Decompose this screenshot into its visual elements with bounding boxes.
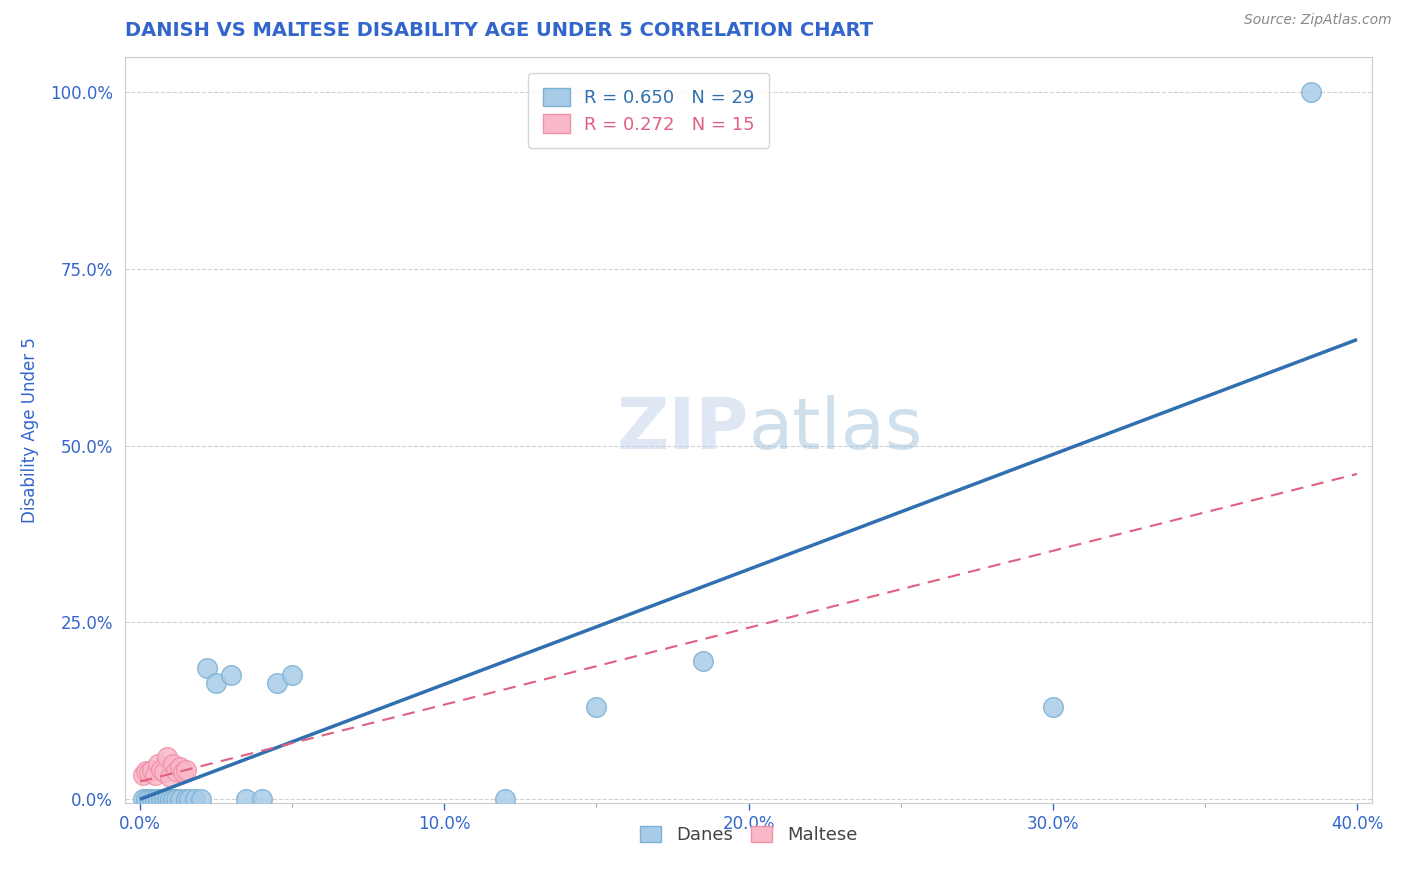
Point bbox=[150, 763, 173, 777]
Text: atlas: atlas bbox=[748, 395, 922, 464]
Point bbox=[174, 763, 197, 777]
Point bbox=[169, 760, 191, 774]
Legend: R = 0.650   N = 29, R = 0.272   N = 15: R = 0.650 N = 29, R = 0.272 N = 15 bbox=[529, 73, 769, 148]
Text: Source: ZipAtlas.com: Source: ZipAtlas.com bbox=[1244, 13, 1392, 28]
Point bbox=[138, 765, 160, 780]
Point bbox=[1301, 85, 1323, 99]
Point bbox=[153, 792, 176, 806]
Point bbox=[692, 654, 714, 668]
Point bbox=[177, 792, 200, 806]
Point bbox=[156, 792, 179, 806]
Text: DANISH VS MALTESE DISABILITY AGE UNDER 5 CORRELATION CHART: DANISH VS MALTESE DISABILITY AGE UNDER 5… bbox=[125, 21, 873, 40]
Point bbox=[219, 668, 242, 682]
Point bbox=[162, 792, 184, 806]
Point bbox=[250, 792, 273, 806]
Point bbox=[205, 675, 228, 690]
Point bbox=[153, 765, 176, 780]
Text: ZIP: ZIP bbox=[616, 395, 748, 464]
Point bbox=[135, 764, 157, 778]
Point bbox=[138, 792, 160, 806]
Point bbox=[162, 756, 184, 771]
Point bbox=[148, 756, 170, 771]
Point bbox=[281, 668, 304, 682]
Point bbox=[132, 767, 155, 781]
Point bbox=[148, 792, 170, 806]
Point bbox=[174, 792, 197, 806]
Point bbox=[266, 675, 288, 690]
Point bbox=[135, 792, 157, 806]
Point bbox=[159, 792, 181, 806]
Point bbox=[190, 792, 212, 806]
Point bbox=[132, 792, 155, 806]
Point bbox=[585, 700, 607, 714]
Point bbox=[143, 767, 166, 781]
Y-axis label: Disability Age Under 5: Disability Age Under 5 bbox=[21, 337, 39, 523]
Point bbox=[195, 661, 218, 675]
Point bbox=[169, 792, 191, 806]
Point bbox=[172, 765, 194, 780]
Point bbox=[150, 792, 173, 806]
Point bbox=[159, 770, 181, 784]
Point bbox=[1042, 700, 1064, 714]
Point bbox=[494, 792, 516, 806]
Point bbox=[166, 764, 188, 778]
Point bbox=[156, 749, 179, 764]
Point bbox=[184, 792, 207, 806]
Point bbox=[141, 763, 163, 777]
Point bbox=[141, 792, 163, 806]
Point bbox=[235, 792, 257, 806]
Point bbox=[143, 792, 166, 806]
Point bbox=[166, 792, 188, 806]
